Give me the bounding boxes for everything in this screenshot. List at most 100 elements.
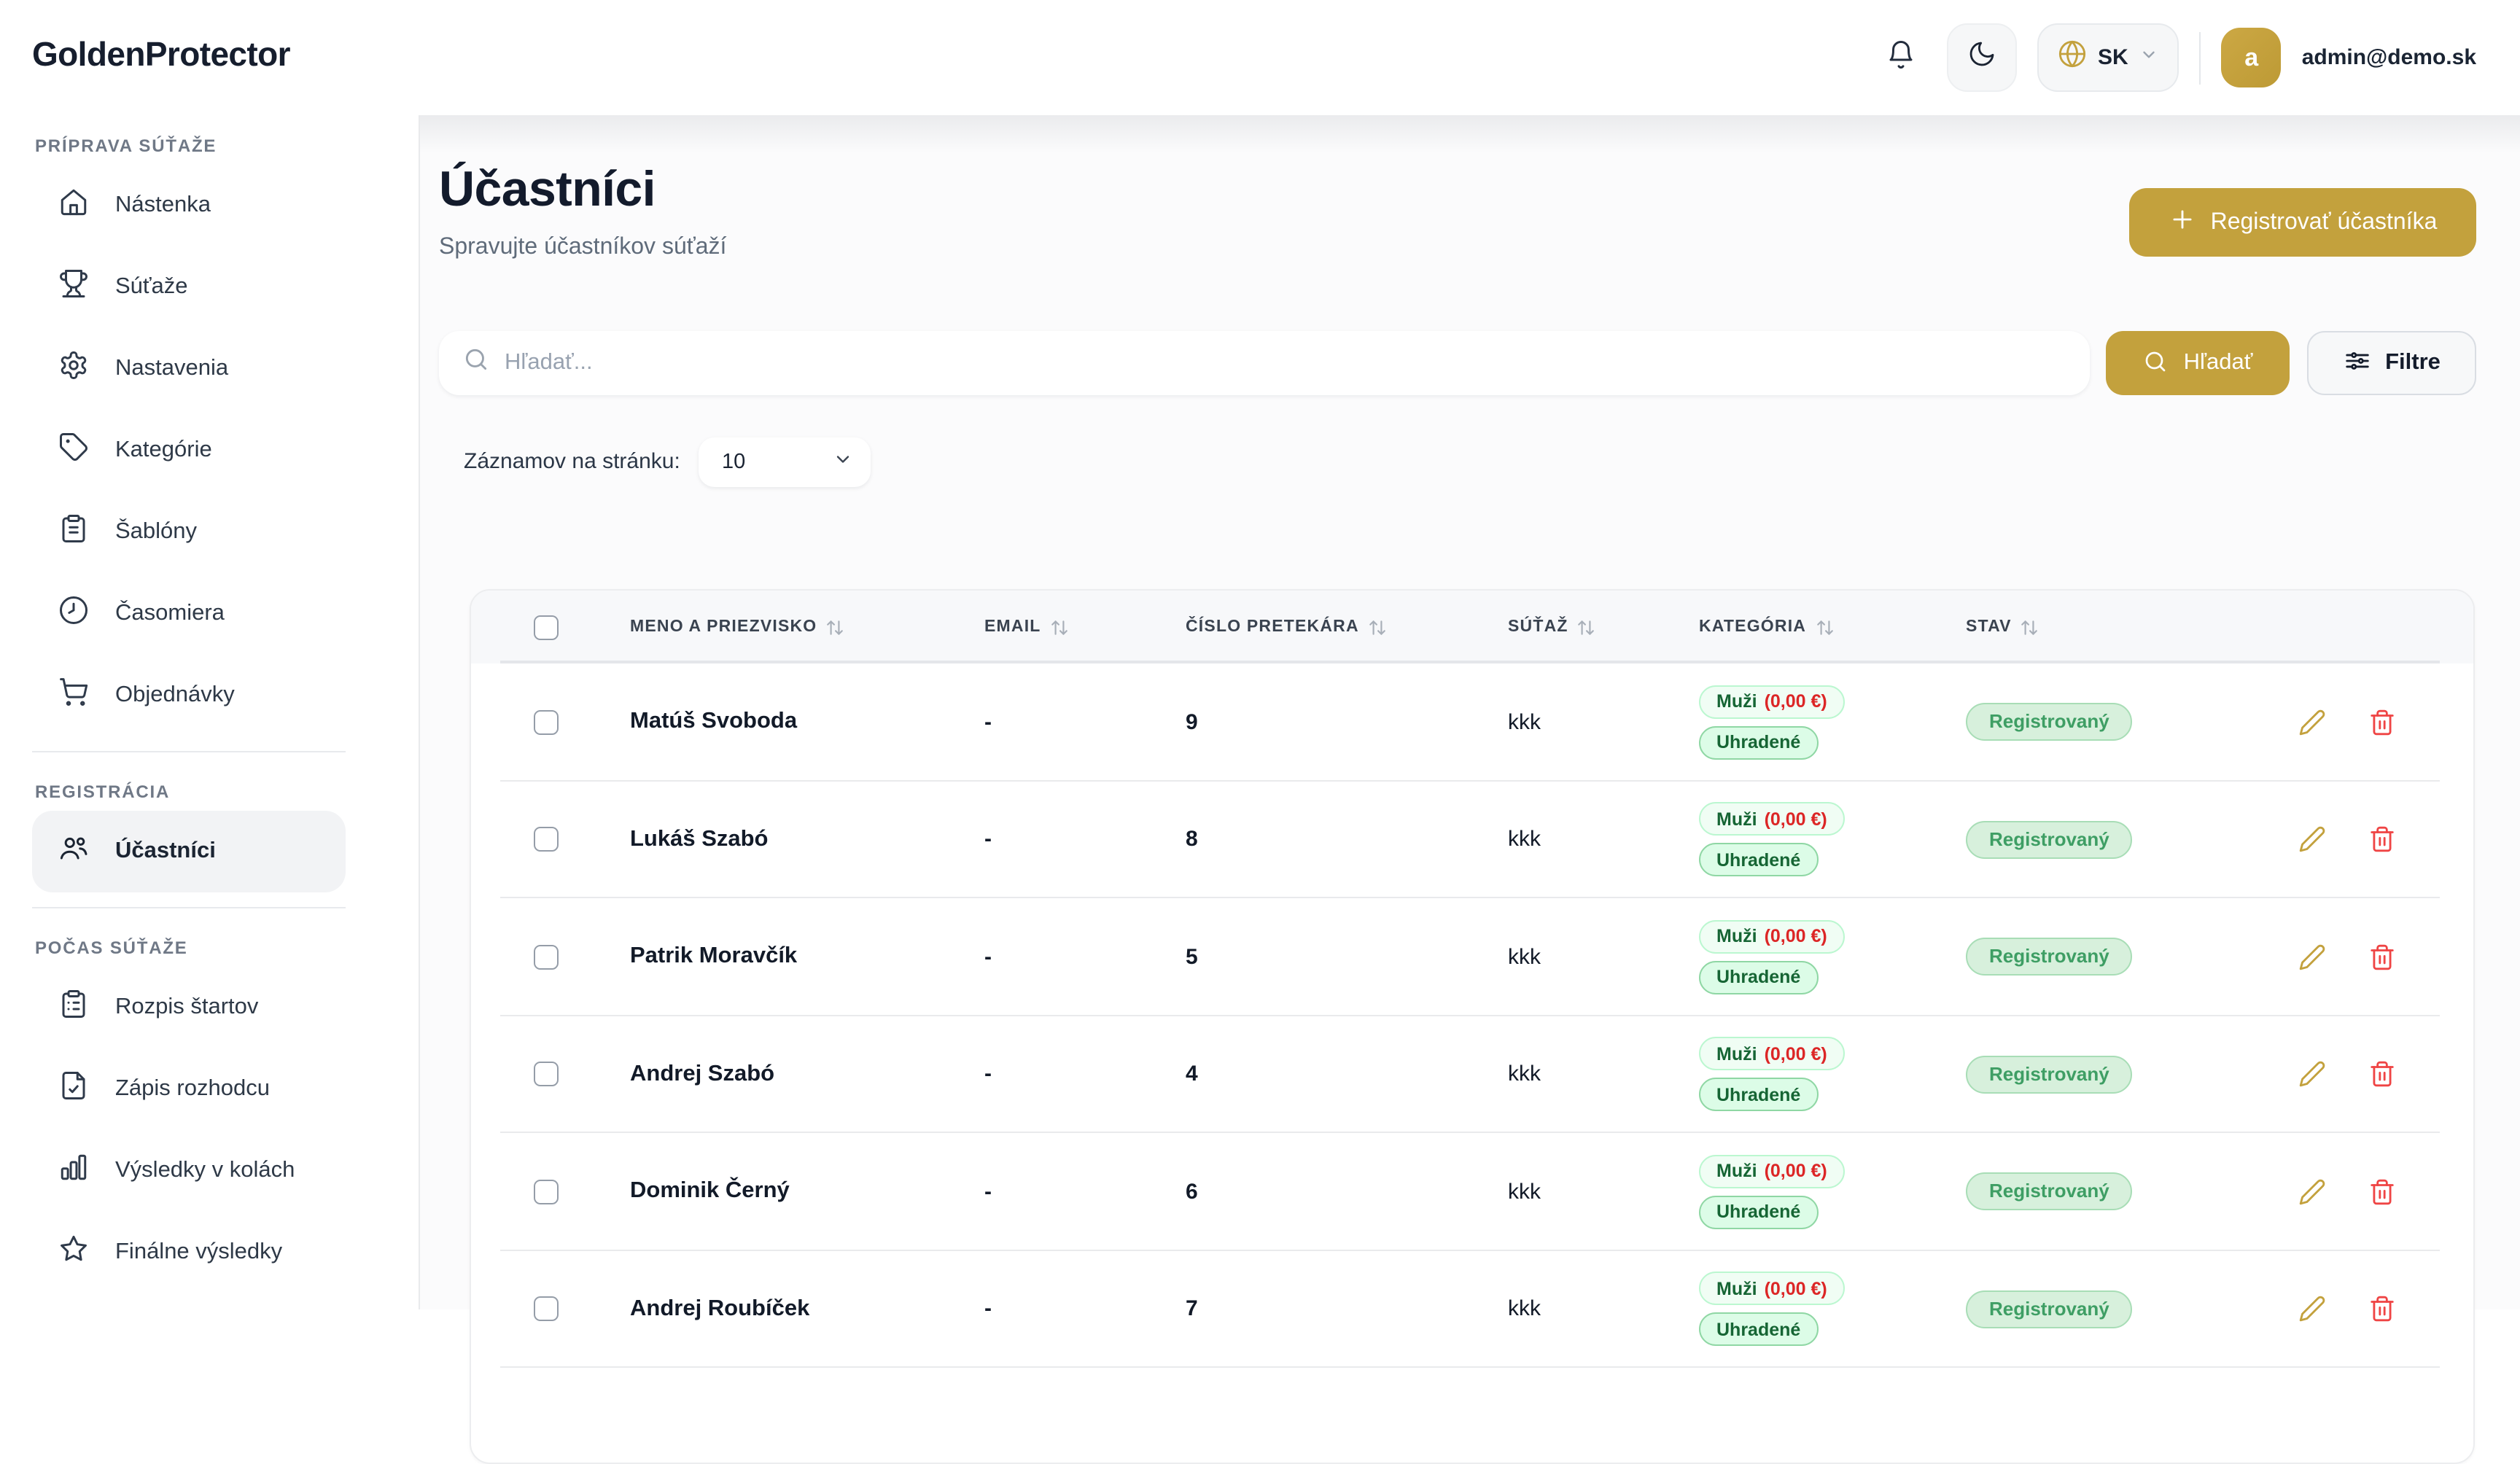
column-header-email[interactable]: EMAIL — [984, 591, 1069, 663]
sliders-icon — [2343, 347, 2371, 379]
sidebar-item-ucastnici[interactable]: Účastníci — [32, 811, 346, 892]
globe-icon — [2057, 39, 2086, 76]
table-header-row: MENO A PRIEZVISKO EMAIL ČÍSLO PRETEKÁRA … — [471, 591, 2473, 663]
sidebar-item-label: Nástenka — [115, 192, 211, 217]
star-icon — [58, 1234, 89, 1272]
search-button-label: Hľadať — [2183, 350, 2253, 375]
search-placeholder: Hľadať... — [505, 350, 593, 375]
chevron-down-icon — [833, 448, 853, 476]
participant-email: - — [984, 1179, 992, 1204]
participant-number: 8 — [1186, 827, 1198, 852]
search-input[interactable]: Hľadať... — [439, 331, 2090, 395]
clipboard-icon — [58, 513, 89, 551]
sidebar-item-label: Finálne výsledky — [115, 1239, 283, 1264]
sidebar-item-casomiera[interactable]: Časomiera — [32, 573, 346, 655]
participant-name: Patrik Moravčík — [630, 943, 798, 969]
sidebar-item-zapis-rozhodcu[interactable]: Zápis rozhodcu — [32, 1048, 346, 1130]
row-checkbox[interactable] — [534, 944, 559, 970]
participant-number: 5 — [1186, 944, 1198, 970]
gear-icon — [58, 350, 89, 388]
tag-icon — [58, 432, 89, 470]
theme-toggle-button[interactable] — [1946, 23, 2016, 92]
table-row: Matúš Svoboda - 9 kkk Muži (0,00 €) Uhrad… — [471, 663, 2473, 781]
delete-button[interactable] — [2368, 709, 2396, 736]
file-check-icon — [58, 1070, 89, 1108]
sidebar — [0, 0, 419, 1309]
delete-button[interactable] — [2368, 826, 2396, 854]
status-badge: Registrovaný — [1966, 1055, 2133, 1094]
per-page-select[interactable]: 10 — [699, 437, 871, 487]
sidebar-item-sablony[interactable]: Šablóny — [32, 491, 346, 573]
row-checkbox[interactable] — [534, 827, 559, 852]
delete-button[interactable] — [2368, 1061, 2396, 1089]
column-header-status[interactable]: STAV — [1966, 591, 2039, 663]
category-badges: Muži (0,00 €) Uhradené — [1699, 685, 1845, 760]
table-body: Matúš Svoboda - 9 kkk Muži (0,00 €) Uhrad… — [471, 663, 2473, 1368]
page-subtitle: Spravujte účastníkov súťaží — [439, 235, 727, 260]
app-logo: GoldenProtector — [32, 35, 291, 73]
sidebar-item-objednavky[interactable]: Objednávky — [32, 655, 346, 736]
column-header-category[interactable]: KATEGÓRIA — [1699, 591, 1834, 663]
sidebar-divider — [419, 115, 420, 1309]
category-price: (0,00 €) — [1764, 1278, 1827, 1299]
participant-email: - — [984, 827, 992, 852]
column-header-number[interactable]: ČÍSLO PRETEKÁRA — [1186, 591, 1387, 663]
language-code: SK — [2098, 45, 2128, 70]
delete-button[interactable] — [2368, 1178, 2396, 1206]
edit-button[interactable] — [2298, 826, 2326, 854]
edit-button[interactable] — [2298, 1061, 2326, 1089]
bell-icon — [1886, 39, 1916, 77]
sidebar-item-label: Nastavenia — [115, 356, 229, 381]
filters-button[interactable]: Filtre — [2307, 331, 2476, 395]
sidebar-item-sutaze[interactable]: Súťaže — [32, 246, 346, 328]
category-price: (0,00 €) — [1764, 1161, 1827, 1182]
sidebar-item-label: Šablóny — [115, 519, 198, 544]
home-icon — [58, 187, 89, 225]
delete-button[interactable] — [2368, 943, 2396, 971]
participant-name: Dominik Černý — [630, 1178, 790, 1204]
register-participant-button[interactable]: Registrovať účastníka — [2129, 188, 2476, 257]
users-icon — [58, 833, 89, 871]
paid-badge: Uhradené — [1699, 960, 1819, 994]
nav-section-pocas: POČAS SÚŤAŽE — [35, 938, 188, 958]
notifications-button[interactable] — [1876, 25, 1926, 90]
category-badge: Muži (0,00 €) — [1699, 919, 1845, 954]
category-badge: Muži (0,00 €) — [1699, 1037, 1845, 1071]
user-email: admin@demo.sk — [2301, 45, 2476, 70]
row-checkbox[interactable] — [534, 1179, 559, 1204]
column-header-competition[interactable]: SÚŤAŽ — [1508, 591, 1596, 663]
chevron-down-icon — [2140, 44, 2159, 71]
select-all-checkbox[interactable] — [534, 615, 559, 639]
search-icon — [2143, 348, 2169, 378]
sidebar-item-finalne-vysledky[interactable]: Finálne výsledky — [32, 1212, 346, 1293]
sidebar-item-label: Súťaže — [115, 274, 188, 299]
category-badge: Muži (0,00 €) — [1699, 1154, 1845, 1188]
participant-email: - — [984, 944, 992, 970]
participant-name: Matúš Svoboda — [630, 709, 798, 734]
language-selector[interactable]: SK — [2037, 23, 2179, 92]
category-price: (0,00 €) — [1764, 926, 1827, 947]
category-price: (0,00 €) — [1764, 809, 1827, 830]
edit-button[interactable] — [2298, 709, 2326, 736]
nav-divider — [32, 751, 346, 752]
topbar-actions: SK a admin@demo.sk — [1876, 0, 2476, 115]
sidebar-item-nastenka[interactable]: Nástenka — [32, 165, 346, 246]
search-button[interactable]: Hľadať — [2106, 331, 2290, 395]
clock-icon — [58, 595, 89, 633]
paid-badge: Uhradené — [1699, 843, 1819, 877]
search-icon — [462, 346, 490, 381]
table-row: Dominik Černý - 6 kkk Muži (0,00 €) Uhrad… — [471, 1133, 2473, 1250]
sort-icon — [2021, 620, 2038, 634]
sidebar-item-rozpis-startov[interactable]: Rozpis štartov — [32, 967, 346, 1048]
row-checkbox[interactable] — [534, 1062, 559, 1087]
row-checkbox[interactable] — [534, 709, 559, 735]
column-header-name[interactable]: MENO A PRIEZVISKO — [630, 591, 844, 663]
edit-button[interactable] — [2298, 943, 2326, 971]
sidebar-item-kategorie[interactable]: Kategórie — [32, 410, 346, 491]
sidebar-item-nastavenia[interactable]: Nastavenia — [32, 328, 346, 410]
avatar[interactable]: a — [2221, 28, 2282, 87]
sort-icon — [1369, 620, 1385, 634]
category-badge: Muži (0,00 €) — [1699, 802, 1845, 836]
edit-button[interactable] — [2298, 1178, 2326, 1206]
sidebar-item-vysledky-v-kolach[interactable]: Výsledky v kolách — [32, 1130, 346, 1212]
